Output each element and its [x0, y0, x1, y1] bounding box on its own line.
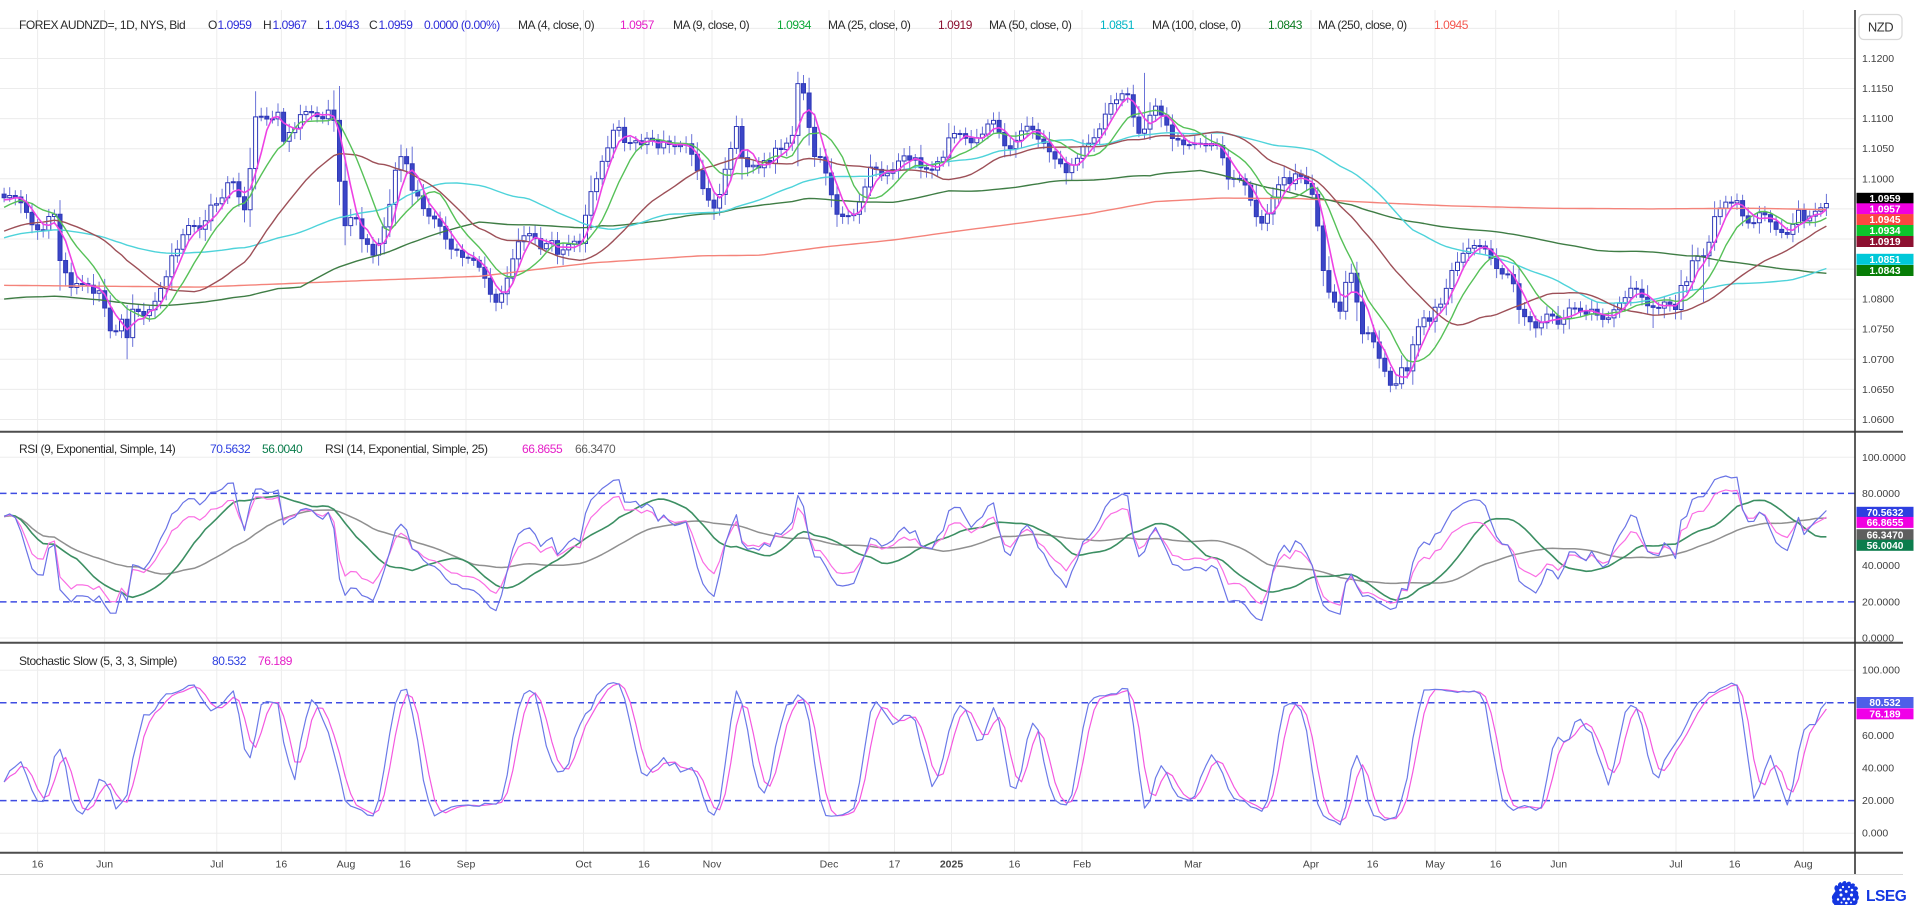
svg-text:1.0945: 1.0945	[1869, 215, 1900, 226]
svg-text:56.0040: 56.0040	[1867, 541, 1904, 552]
svg-text:1.0934: 1.0934	[1869, 226, 1900, 237]
svg-text:NZD: NZD	[1868, 20, 1893, 35]
svg-text:1.0934: 1.0934	[777, 18, 812, 32]
svg-text:MA (250, close, 0): MA (250, close, 0)	[1318, 18, 1407, 32]
svg-text:Dec: Dec	[820, 859, 839, 871]
svg-text:76.189: 76.189	[258, 654, 293, 668]
svg-text:56.0040: 56.0040	[262, 442, 303, 456]
svg-text:1.0957: 1.0957	[1869, 204, 1900, 215]
svg-text:66.3470: 66.3470	[575, 442, 616, 456]
svg-text:1.1000: 1.1000	[1862, 173, 1894, 185]
svg-text:MA (50, close, 0): MA (50, close, 0)	[989, 18, 1072, 32]
svg-text:Oct: Oct	[575, 859, 591, 871]
svg-text:1.0967: 1.0967	[273, 18, 308, 32]
svg-text:70.5632: 70.5632	[210, 442, 251, 456]
svg-text:20.0000: 20.0000	[1862, 596, 1900, 608]
svg-text:0.0000: 0.0000	[1862, 633, 1894, 645]
svg-text:Jun: Jun	[1550, 859, 1567, 871]
svg-text:1.0600: 1.0600	[1862, 414, 1894, 426]
svg-text:80.532: 80.532	[212, 654, 247, 668]
svg-text:1.0700: 1.0700	[1862, 354, 1894, 366]
svg-text:MA (100, close, 0): MA (100, close, 0)	[1152, 18, 1241, 32]
svg-text:2025: 2025	[940, 859, 964, 871]
svg-text:66.8655: 66.8655	[1867, 518, 1904, 529]
svg-text:70.5632: 70.5632	[1867, 508, 1904, 519]
svg-text:1.0959: 1.0959	[1869, 194, 1900, 205]
svg-text:1.0750: 1.0750	[1862, 324, 1894, 336]
svg-text:16: 16	[1367, 859, 1379, 871]
svg-text:H: H	[263, 18, 271, 32]
svg-text:May: May	[1425, 859, 1446, 871]
svg-text:1.0650: 1.0650	[1862, 384, 1894, 396]
svg-text:L: L	[317, 18, 324, 32]
svg-text:20.000: 20.000	[1862, 795, 1894, 807]
svg-text:100.000: 100.000	[1862, 665, 1900, 677]
svg-text:1.0943: 1.0943	[325, 18, 360, 32]
svg-text:1.0800: 1.0800	[1862, 294, 1894, 306]
svg-text:80.532: 80.532	[1869, 698, 1900, 709]
svg-text:16: 16	[1490, 859, 1502, 871]
svg-text:66.8655: 66.8655	[522, 442, 563, 456]
svg-text:Sep: Sep	[457, 859, 476, 871]
svg-text:1.0919: 1.0919	[1869, 237, 1900, 248]
svg-text:Jul: Jul	[210, 859, 223, 871]
svg-text:1.1100: 1.1100	[1862, 113, 1893, 125]
svg-text:1.0945: 1.0945	[1434, 18, 1469, 32]
svg-text:FOREX AUDNZD=, 1D, NYS, Bid: FOREX AUDNZD=, 1D, NYS, Bid	[19, 18, 185, 32]
svg-text:1.0851: 1.0851	[1100, 18, 1135, 32]
svg-text:MA (25, close, 0): MA (25, close, 0)	[828, 18, 911, 32]
svg-text:Aug: Aug	[337, 859, 356, 871]
svg-text:Mar: Mar	[1184, 859, 1203, 871]
svg-text:MA (4, close, 0): MA (4, close, 0)	[518, 18, 595, 32]
svg-text:1.0851: 1.0851	[1869, 255, 1900, 266]
svg-text:RSI (9, Exponential, Simple, 1: RSI (9, Exponential, Simple, 14)	[19, 442, 176, 456]
svg-text:1.1200: 1.1200	[1862, 53, 1894, 65]
svg-text:1.0843: 1.0843	[1869, 266, 1900, 277]
svg-text:1.0959: 1.0959	[379, 18, 414, 32]
svg-text:0.0000 (0.00%): 0.0000 (0.00%)	[424, 18, 500, 32]
svg-text:1.0957: 1.0957	[620, 18, 655, 32]
svg-text:16: 16	[276, 859, 288, 871]
svg-text:LSEG: LSEG	[1866, 888, 1907, 905]
svg-text:C: C	[369, 18, 378, 32]
svg-text:1.0919: 1.0919	[938, 18, 973, 32]
svg-text:Jun: Jun	[96, 859, 113, 871]
svg-text:1.0843: 1.0843	[1268, 18, 1303, 32]
svg-text:Feb: Feb	[1073, 859, 1091, 871]
svg-text:1.1150: 1.1150	[1862, 83, 1893, 95]
svg-text:Jul: Jul	[1669, 859, 1682, 871]
svg-text:0.000: 0.000	[1862, 828, 1888, 840]
svg-text:Nov: Nov	[703, 859, 722, 871]
svg-text:Apr: Apr	[1303, 859, 1320, 871]
svg-text:16: 16	[399, 859, 411, 871]
svg-text:Aug: Aug	[1794, 859, 1813, 871]
svg-text:16: 16	[638, 859, 650, 871]
svg-text:80.0000: 80.0000	[1862, 488, 1900, 500]
svg-text:16: 16	[32, 859, 44, 871]
svg-text:MA (9, close, 0): MA (9, close, 0)	[673, 18, 750, 32]
svg-text:17: 17	[889, 859, 901, 871]
svg-text:RSI (14, Exponential, Simple,: RSI (14, Exponential, Simple, 25)	[325, 442, 488, 456]
svg-text:100.0000: 100.0000	[1862, 452, 1906, 464]
svg-text:16: 16	[1009, 859, 1021, 871]
svg-text:Stochastic Slow (5, 3, 3, Simp: Stochastic Slow (5, 3, 3, Simple)	[19, 654, 177, 668]
svg-text:16: 16	[1729, 859, 1741, 871]
svg-text:76.189: 76.189	[1869, 709, 1900, 720]
svg-text:40.000: 40.000	[1862, 763, 1894, 775]
svg-text:1.0959: 1.0959	[218, 18, 253, 32]
svg-text:40.0000: 40.0000	[1862, 560, 1900, 572]
svg-text:1.1050: 1.1050	[1862, 143, 1894, 155]
svg-text:60.000: 60.000	[1862, 730, 1894, 742]
svg-text:O: O	[208, 18, 217, 32]
svg-text:66.3470: 66.3470	[1867, 530, 1904, 541]
